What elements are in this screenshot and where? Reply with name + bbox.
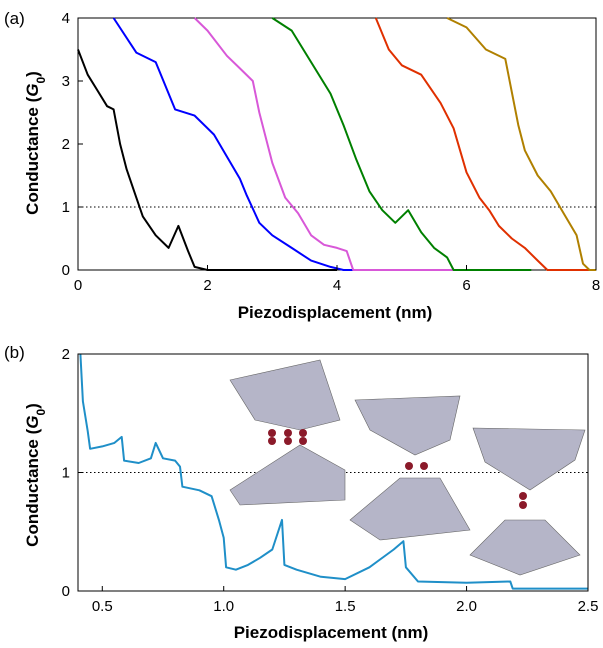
panel-label-b: (b) [4, 343, 25, 362]
x-axis-label-a: Piezodisplacement (nm) [238, 303, 433, 322]
series-line-b-1 [79, 353, 588, 590]
y-tick-label-a-3: 2 [62, 136, 70, 153]
atomic-junction-illustration-2 [349, 395, 471, 541]
y-tick-label-a-1: 0 [62, 262, 70, 279]
x-tick-label-b-2: 1.0 [213, 598, 234, 615]
y-axis-label-a: Conductance (G0) [23, 71, 48, 215]
plot-area-a [77, 17, 597, 271]
series-line-a-1 [77, 49, 337, 271]
atomic-junction-illustration-3 [469, 427, 586, 576]
series-line-a-2 [112, 17, 467, 271]
series-line-a-6 [446, 17, 596, 271]
atomic-junction-illustration-1 [229, 359, 346, 506]
x-tick-label-a-3: 4 [333, 277, 341, 294]
panel-b: (b) 0.5 1.0 1.5 2.0 2.5 0 1 2 Piezodisplacement… [4, 343, 598, 642]
x-axis-label-b: Piezodisplacement (nm) [234, 623, 429, 642]
ticks-a: 0 2 4 6 8 0 1 2 3 4 [62, 10, 601, 294]
ticks-b: 0.5 1.0 1.5 2.0 2.5 0 1 2 [62, 346, 599, 615]
x-tick-label-b-4: 2.0 [456, 598, 477, 615]
y-tick-label-a-2: 1 [62, 199, 70, 216]
y-tick-label-a-4: 3 [62, 73, 70, 90]
x-tick-label-a-2: 2 [203, 277, 211, 294]
series-line-a-3 [193, 17, 467, 271]
y-tick-label-a-5: 4 [62, 10, 70, 27]
series-line-a-4 [271, 17, 532, 271]
x-tick-label-b-5: 2.5 [578, 598, 599, 615]
axes-frame-a [77, 17, 597, 271]
x-tick-label-b-1: 0.5 [92, 598, 113, 615]
y-axis-label-b: Conductance (G0) [23, 403, 48, 547]
panel-label-a: (a) [4, 9, 25, 28]
y-tick-label-b-3: 2 [62, 346, 70, 363]
x-tick-label-a-5: 8 [592, 277, 600, 294]
series-line-a-5 [374, 17, 596, 271]
y-tick-label-b-2: 1 [62, 465, 70, 482]
x-tick-label-b-3: 1.5 [335, 598, 356, 615]
y-tick-label-b-1: 0 [62, 583, 70, 600]
panel-a: (a) 0 2 4 6 8 0 1 2 3 4 Piezodisplacement (nm) Co… [4, 9, 600, 322]
x-tick-label-a-4: 6 [462, 277, 470, 294]
x-tick-label-a-1: 0 [74, 277, 82, 294]
